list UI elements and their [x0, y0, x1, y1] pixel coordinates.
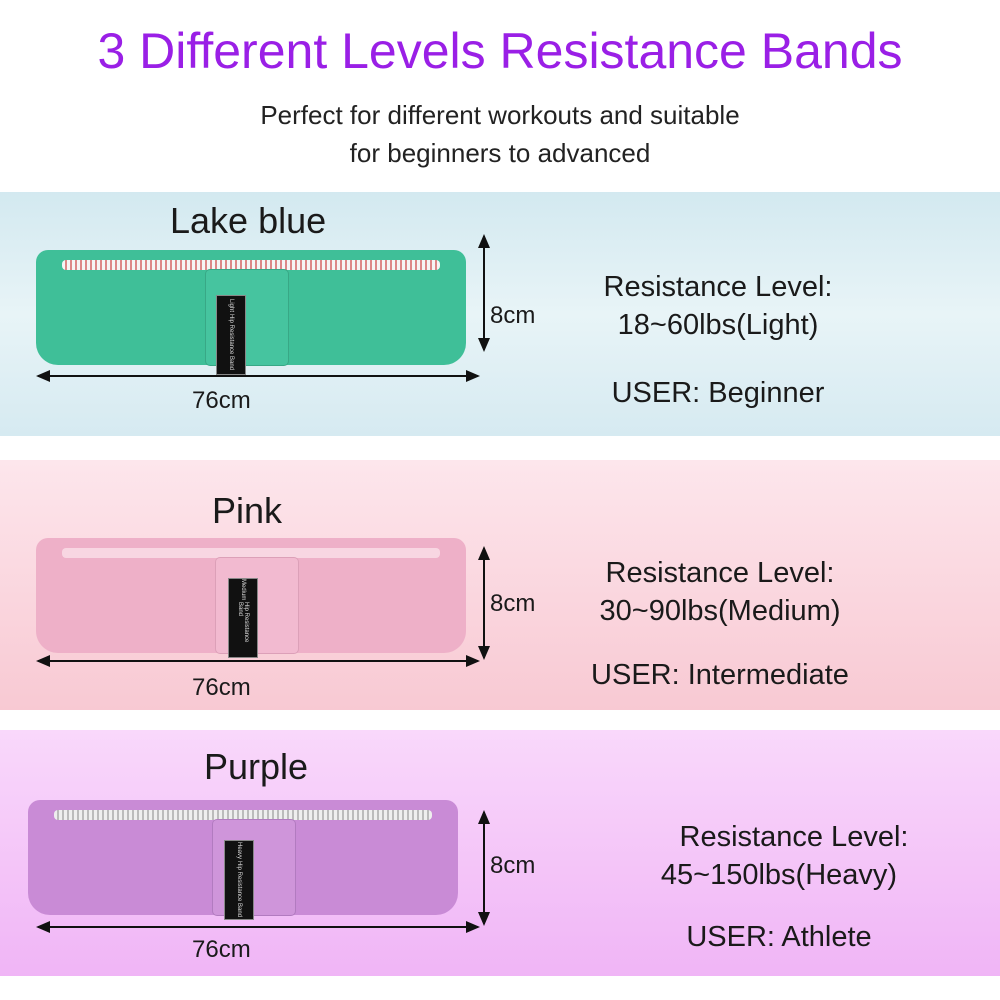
user-level: USER: Athlete — [686, 921, 872, 953]
band-info: Resistance Level: 45~150lbs(Heavy) USER:… — [604, 818, 984, 956]
length-arrow — [36, 370, 480, 382]
band-tag: Heavy Hip Resistance Band — [224, 840, 254, 920]
subtitle: Perfect for different workouts and suita… — [0, 96, 1000, 172]
level-label: Resistance Level: — [605, 557, 835, 589]
band-section-light: Lake blue Light Hip Resistance Band 8cm 7… — [0, 192, 1000, 436]
height-arrow — [478, 810, 490, 926]
band-color-name: Purple — [204, 746, 309, 787]
band-color-name: Lake blue — [170, 200, 327, 241]
band-color-name: Pink — [212, 490, 283, 531]
length-label: 76cm — [192, 936, 251, 963]
length-arrow — [36, 655, 480, 667]
level-label: Resistance Level: — [603, 271, 833, 303]
level-value: 30~90lbs(Medium) — [599, 595, 841, 627]
band-image: Light Hip Resistance Band — [36, 250, 466, 375]
height-label: 8cm — [490, 302, 536, 329]
subtitle-line: Perfect for different workouts and suita… — [260, 100, 740, 130]
band-info: Resistance Level: 30~90lbs(Medium) USER:… — [580, 554, 860, 694]
band-image: Heavy Hip Resistance Band — [28, 800, 458, 920]
band-tag: Medium Hip Resistance Band — [228, 578, 258, 658]
page-title: 3 Different Levels Resistance Bands — [97, 23, 903, 79]
height-arrow — [478, 234, 490, 352]
height-label: 8cm — [490, 852, 536, 879]
band-image: Medium Hip Resistance Band — [36, 538, 466, 658]
subtitle-line: for beginners to advanced — [349, 138, 651, 168]
length-label: 76cm — [192, 387, 251, 414]
level-label: Resistance Level: — [679, 821, 909, 853]
level-value: 45~150lbs(Heavy) — [660, 859, 898, 891]
height-arrow — [478, 546, 490, 660]
band-section-heavy: Purple Heavy Hip Resistance Band 8cm 76cm… — [0, 730, 1000, 976]
band-tag: Light Hip Resistance Band — [216, 295, 246, 375]
length-arrow — [36, 921, 480, 933]
band-section-medium: Pink Medium Hip Resistance Band 8cm 76cm … — [0, 460, 1000, 710]
height-label: 8cm — [490, 590, 536, 617]
level-value: 18~60lbs(Light) — [617, 309, 819, 341]
length-label: 76cm — [192, 674, 251, 701]
user-level: USER: Intermediate — [591, 659, 849, 691]
band-info: Resistance Level: 18~60lbs(Light) USER: … — [528, 268, 908, 412]
user-level: USER: Beginner — [611, 377, 825, 409]
